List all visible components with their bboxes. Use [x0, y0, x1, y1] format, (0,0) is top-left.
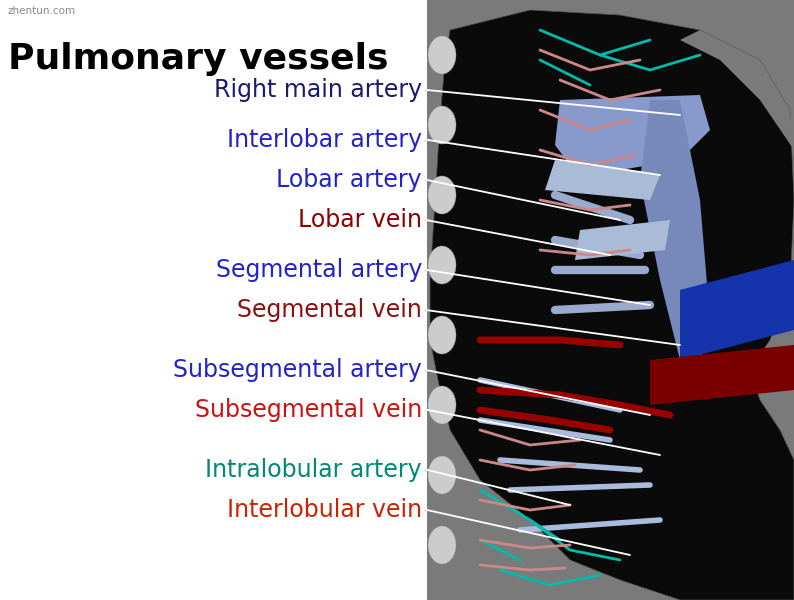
Polygon shape	[680, 30, 794, 150]
Text: Lobar vein: Lobar vein	[298, 208, 422, 232]
Polygon shape	[680, 260, 794, 360]
Text: zhentun.com: zhentun.com	[8, 6, 76, 16]
Text: Pulmonary vessels: Pulmonary vessels	[8, 42, 388, 76]
Bar	[427, 0, 794, 600]
Text: Segmental artery: Segmental artery	[215, 258, 422, 282]
Polygon shape	[650, 345, 794, 405]
Ellipse shape	[428, 526, 456, 564]
Polygon shape	[545, 160, 660, 200]
Text: Segmental vein: Segmental vein	[237, 298, 422, 322]
Ellipse shape	[428, 386, 456, 424]
Text: Interlobular vein: Interlobular vein	[227, 498, 422, 522]
Ellipse shape	[428, 456, 456, 494]
Polygon shape	[575, 220, 670, 260]
Text: Intralobular artery: Intralobular artery	[206, 458, 422, 482]
Text: Right main artery: Right main artery	[214, 78, 422, 102]
Ellipse shape	[428, 246, 456, 284]
Text: Lobar artery: Lobar artery	[276, 168, 422, 192]
Ellipse shape	[428, 176, 456, 214]
Ellipse shape	[428, 106, 456, 144]
Text: Interlobar artery: Interlobar artery	[227, 128, 422, 152]
Polygon shape	[555, 95, 710, 170]
Polygon shape	[430, 10, 794, 600]
Text: Subsegmental artery: Subsegmental artery	[173, 358, 422, 382]
Text: Subsegmental vein: Subsegmental vein	[195, 398, 422, 422]
Polygon shape	[640, 100, 710, 360]
Ellipse shape	[428, 36, 456, 74]
Ellipse shape	[428, 316, 456, 354]
